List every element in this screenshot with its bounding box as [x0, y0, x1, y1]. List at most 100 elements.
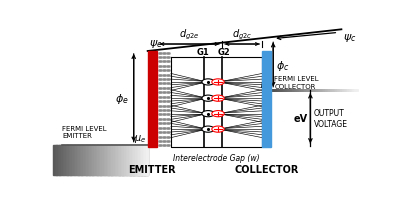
Bar	[112, 146, 113, 175]
Bar	[69, 146, 71, 175]
Text: FERMI LEVEL
EMITTER: FERMI LEVEL EMITTER	[62, 125, 107, 139]
Circle shape	[212, 79, 224, 86]
Bar	[143, 146, 145, 175]
Bar	[67, 146, 69, 175]
Bar	[94, 146, 96, 175]
Text: $\phi_c$: $\phi_c$	[276, 58, 290, 72]
Circle shape	[202, 96, 214, 102]
Bar	[107, 146, 108, 175]
Text: $\phi_e$: $\phi_e$	[115, 91, 129, 105]
Bar	[110, 146, 112, 175]
Bar	[82, 146, 83, 175]
Bar	[137, 146, 138, 175]
Bar	[86, 146, 88, 175]
Bar	[262, 52, 271, 147]
Bar	[121, 146, 123, 175]
Bar	[104, 146, 106, 175]
Bar	[143, 146, 145, 175]
Bar	[64, 146, 66, 175]
Bar	[130, 146, 132, 175]
Bar	[114, 146, 116, 175]
Text: Interelectrode Gap (w): Interelectrode Gap (w)	[173, 153, 260, 162]
Bar	[66, 146, 68, 175]
Bar	[97, 146, 99, 175]
Bar	[141, 146, 143, 175]
Bar	[122, 146, 124, 175]
Circle shape	[202, 111, 214, 117]
Bar	[92, 146, 94, 175]
Bar	[55, 146, 56, 175]
Bar	[112, 146, 113, 175]
Text: EMITTER: EMITTER	[128, 164, 176, 174]
Bar	[146, 146, 148, 175]
Bar	[56, 146, 58, 175]
Bar	[110, 146, 112, 175]
Bar	[126, 146, 128, 175]
Bar	[74, 146, 76, 175]
Text: $d_{g2c}$: $d_{g2c}$	[232, 27, 252, 42]
Bar	[78, 146, 80, 175]
Bar	[66, 146, 68, 175]
Bar	[85, 146, 86, 175]
Bar	[108, 146, 110, 175]
Bar	[80, 146, 82, 175]
Bar	[102, 146, 104, 175]
Bar	[91, 146, 93, 175]
Bar	[144, 146, 146, 175]
Bar	[55, 146, 56, 175]
Text: $\mu_e$: $\mu_e$	[134, 132, 146, 144]
Bar	[130, 146, 132, 175]
Text: $\psi_e$: $\psi_e$	[149, 37, 163, 49]
Circle shape	[202, 126, 214, 133]
Bar	[135, 146, 137, 175]
Bar	[126, 146, 128, 175]
Bar	[105, 146, 107, 175]
Bar	[129, 146, 131, 175]
Bar	[89, 146, 91, 175]
Bar	[64, 146, 66, 175]
Text: OUTPUT
VOLTAGE: OUTPUT VOLTAGE	[314, 109, 348, 129]
Bar	[78, 146, 80, 175]
Bar	[97, 146, 99, 175]
Bar	[118, 146, 120, 175]
Bar	[75, 146, 77, 175]
Bar	[62, 146, 64, 175]
Text: $\mu_c$: $\mu_c$	[260, 78, 272, 90]
Bar	[67, 146, 69, 175]
Bar	[92, 146, 94, 175]
Bar	[83, 146, 85, 175]
Text: eV: eV	[293, 114, 307, 124]
Bar	[146, 146, 148, 175]
Bar	[72, 146, 74, 175]
Bar	[53, 146, 55, 175]
Bar	[134, 146, 135, 175]
Bar	[118, 146, 120, 175]
Text: G2: G2	[217, 47, 230, 56]
Bar	[137, 146, 138, 175]
Bar	[99, 146, 101, 175]
Bar	[140, 146, 142, 175]
Bar	[86, 146, 88, 175]
Bar	[138, 146, 140, 175]
Bar	[113, 146, 115, 175]
Bar	[62, 146, 64, 175]
Bar	[107, 146, 108, 175]
Bar	[100, 146, 102, 175]
Bar	[141, 146, 143, 175]
Bar	[77, 146, 79, 175]
Bar	[72, 146, 74, 175]
Bar	[96, 146, 98, 175]
Bar	[100, 146, 102, 175]
Bar	[53, 146, 55, 175]
Text: FERMI LEVEL
COLLECTOR: FERMI LEVEL COLLECTOR	[274, 76, 319, 89]
Bar	[132, 146, 134, 175]
Bar	[61, 146, 63, 175]
Bar	[88, 146, 90, 175]
Bar	[127, 146, 129, 175]
Bar	[116, 146, 118, 175]
Bar	[89, 146, 91, 175]
Bar	[134, 146, 135, 175]
Bar	[102, 146, 104, 175]
Bar	[104, 146, 106, 175]
Bar	[108, 146, 110, 175]
